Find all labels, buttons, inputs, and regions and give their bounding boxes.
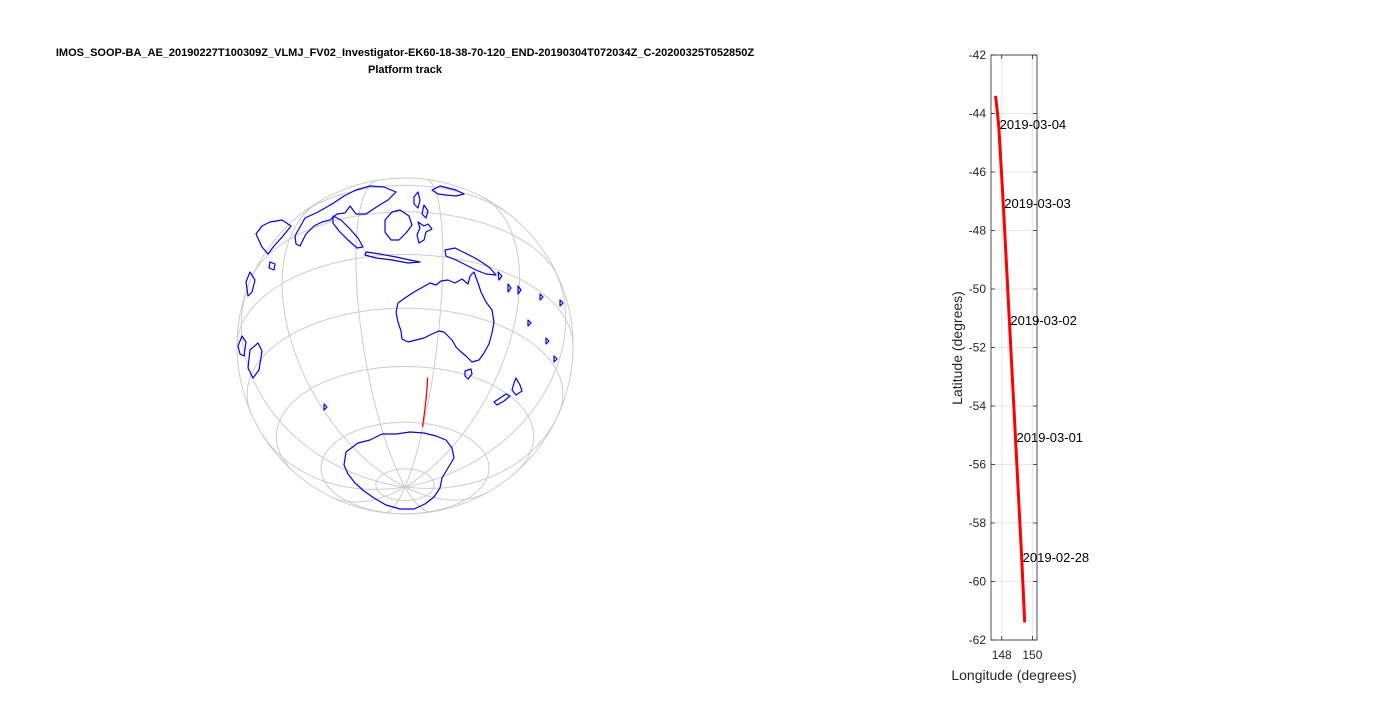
coast-philippines [413,191,429,219]
coast-new-guinea [444,247,497,276]
figure-subtitle: Platform track [368,64,443,76]
coast-india [255,219,292,271]
coast-madagascar [247,342,263,379]
x-tick-label: 148 [992,648,1012,662]
meridian-line [260,431,406,490]
coast-japan [431,185,465,197]
meridian-line [331,486,406,503]
y-tick-label: -54 [969,399,987,413]
meridian-line [404,486,488,501]
coast-se-asia [294,185,397,247]
x-tick-labels: 148 150 [992,648,1043,662]
globe-outline [236,177,574,515]
y-tick-label: -46 [969,165,987,179]
y-tick-label: -44 [969,107,987,121]
parallel-line [252,211,558,276]
coast-java [364,251,421,264]
coast-tasmania [464,368,473,380]
y-tick-label: -42 [969,48,987,62]
coast-sulawesi [416,221,433,244]
x-tick-label: 150 [1022,648,1042,662]
meridian-line [404,178,444,488]
y-tick-label: -58 [969,516,987,530]
graticule [236,178,574,515]
figure-title: IMOS_SOOP-BA_AE_20190227T100309Z_VLMJ_FV… [56,47,755,59]
meridian-line [355,180,406,488]
track-axes: 148 150 -62 -60 -58 -56 -54 -52 -50 -48 -46 -44 -42… [949,48,1089,683]
meridian-line [281,200,406,488]
parallel-line [236,254,574,345]
coast-australia [395,271,495,363]
y-tick-label: -50 [969,282,987,296]
x-axis-label: Longitude (degrees) [951,667,1076,683]
y-tick-label: -52 [969,341,987,355]
coast-new-zealand [493,377,523,406]
track-line [994,95,1027,623]
axes-frame [990,54,1038,641]
coast-borneo [384,209,413,241]
coast-sumatra [332,215,364,249]
y-tick-labels: -62 -60 -58 -56 -54 -52 -50 -48 -46 -44 -42 [969,48,987,647]
coast-antarctica [343,431,455,510]
y-tick-label: -48 [969,224,987,238]
coast-pacific-islands [323,271,564,411]
meridian-line [384,486,406,514]
parallel-line [275,366,535,476]
coast-africa-edge [237,271,256,357]
y-tick-label: -62 [969,633,987,647]
meridian-line [404,196,521,488]
globe-map [236,177,574,515]
coastlines [237,185,564,510]
date-annotation: 2019-03-01 [1017,430,1084,445]
date-annotation: 2019-03-02 [1010,313,1077,328]
date-annotation: 2019-03-03 [1004,196,1070,211]
date-annotation: 2019-02-28 [1023,550,1090,565]
meridian-line [404,264,567,488]
y-tick-label: -56 [969,458,987,472]
parallel-line [320,421,490,515]
globe-platform-track [421,377,429,428]
y-axis-label: Latitude (degrees) [949,291,965,405]
parallel-line [375,468,435,502]
date-annotation: 2019-03-04 [1000,117,1067,132]
parallel-line [246,307,564,414]
date-annotations: 2019-03-04 2019-03-03 2019-03-02 2019-03-01… [1000,117,1090,565]
y-tick-label: -60 [969,575,987,589]
meridian-line [404,413,560,489]
